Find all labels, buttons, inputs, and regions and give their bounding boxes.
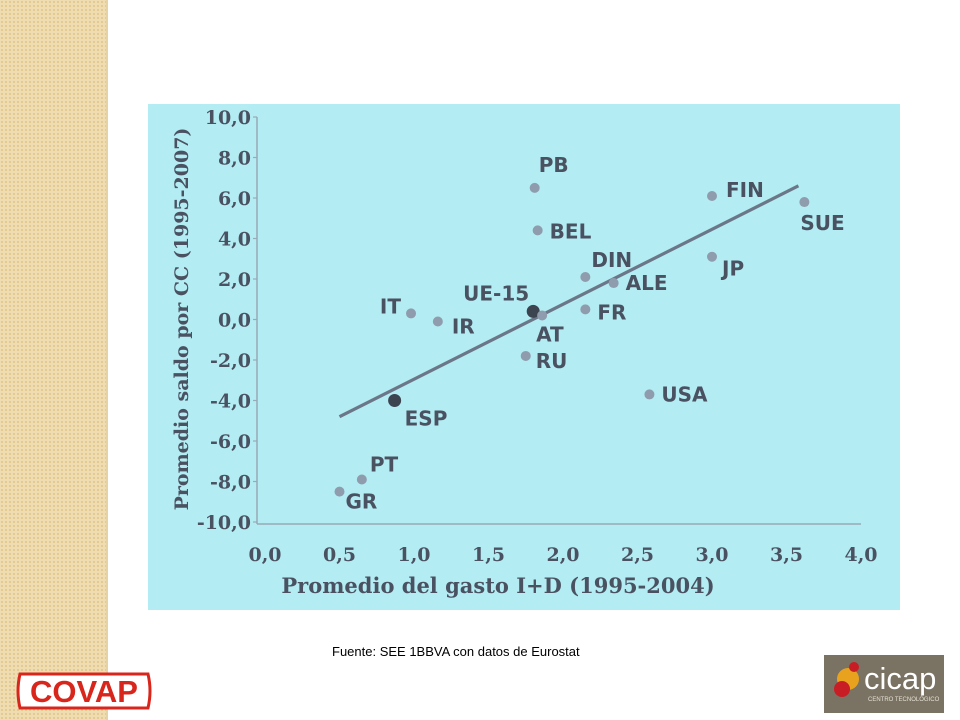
point-label-jp: JP xyxy=(720,257,744,281)
point-label-ale: ALE xyxy=(626,271,668,295)
point-label-usa: USA xyxy=(661,382,708,406)
point-ue-15 xyxy=(526,304,540,318)
y-tick-label: 6,0 xyxy=(218,188,251,210)
chart-axes xyxy=(256,117,861,525)
point-label-ir: IR xyxy=(452,315,475,339)
point-label-at: AT xyxy=(536,322,564,346)
y-tick-label: 8,0 xyxy=(218,148,251,170)
cicap-logo-text: cicap xyxy=(864,661,937,696)
point-label-it: IT xyxy=(380,294,401,318)
cicap-mark-icon xyxy=(834,662,859,697)
point-label-gr: GR xyxy=(346,490,378,514)
side-strip-edge xyxy=(106,0,108,720)
point-ir xyxy=(432,316,443,327)
point-label-pt: PT xyxy=(370,452,399,476)
covap-logo: COVAP xyxy=(16,672,152,710)
x-tick-label: 3,5 xyxy=(770,544,803,566)
y-tick-label: 10,0 xyxy=(205,107,251,129)
y-tick-label: -10,0 xyxy=(197,512,251,534)
point-it xyxy=(406,308,417,319)
point-din xyxy=(580,271,591,282)
point-fin xyxy=(707,190,717,201)
y-tick-label: -8,0 xyxy=(210,472,251,494)
y-tick-label: -2,0 xyxy=(210,350,251,372)
x-tick-label: 2,0 xyxy=(546,544,579,566)
point-ale xyxy=(608,278,619,289)
y-tick-label: 0,0 xyxy=(218,310,251,332)
covap-logo-text: COVAP xyxy=(30,674,138,709)
cicap-logo-subtext: CENTRO TECNOLÓGICO xyxy=(868,697,940,703)
point-label-ru: RU xyxy=(536,349,568,373)
x-tick-label: 1,0 xyxy=(397,544,430,566)
decorative-side-strip xyxy=(0,0,106,720)
x-tick-label: 0,0 xyxy=(248,544,281,566)
point-usa xyxy=(644,389,655,400)
chart-panel: 10,0 8,0 6,0 4,0 2,0 0,0 -2,0 -4,0 -6,0 -8,0 -10,0… xyxy=(148,104,900,610)
point-label-esp: ESP xyxy=(405,407,448,431)
cicap-logo: cicap CENTRO TECNOLÓGICO xyxy=(824,655,944,713)
x-tick-label: 2,5 xyxy=(621,544,654,566)
point-pt xyxy=(356,474,367,485)
scatter-chart: 10,0 8,0 6,0 4,0 2,0 0,0 -2,0 -4,0 -6,0 -8,0 -10,0… xyxy=(171,107,878,598)
trendline xyxy=(338,184,800,419)
point-pb xyxy=(529,182,540,193)
point-label-fin: FIN xyxy=(726,178,764,202)
y-tick-label: -4,0 xyxy=(210,391,251,413)
point-sue xyxy=(799,197,810,208)
point-label-pb: PB xyxy=(539,153,569,177)
point-jp xyxy=(707,251,717,262)
point-label-ue-15: UE-15 xyxy=(463,281,529,305)
x-tick-label: 4,0 xyxy=(844,544,877,566)
point-label-fr: FR xyxy=(597,300,626,324)
y-axis-label: Promedio saldo por CC (1995-2007) xyxy=(171,128,193,511)
point-label-sue: SUE xyxy=(800,211,844,235)
y-tick-label: -6,0 xyxy=(210,431,251,453)
source-note: Fuente: SEE 1BBVA con datos de Eurostat xyxy=(332,644,580,659)
point-gr xyxy=(334,486,345,497)
point-esp xyxy=(388,394,402,407)
point-ru xyxy=(520,350,531,361)
x-tick-label: 1,5 xyxy=(472,544,505,566)
point-fr xyxy=(580,304,591,315)
y-tick-label: 2,0 xyxy=(218,269,251,291)
point-at xyxy=(537,310,548,321)
y-tick-label: 4,0 xyxy=(218,229,251,251)
x-axis-label: Promedio del gasto I+D (1995-2004) xyxy=(281,573,714,598)
trendline-group xyxy=(338,184,800,419)
x-tick-label: 0,5 xyxy=(323,544,356,566)
tick-labels: 10,0 8,0 6,0 4,0 2,0 0,0 -2,0 -4,0 -6,0 -8,0 -10,0… xyxy=(197,107,878,566)
point-label-din: DIN xyxy=(591,248,632,272)
x-tick-label: 3,0 xyxy=(695,544,728,566)
point-label-bel: BEL xyxy=(550,219,592,243)
point-bel xyxy=(532,225,543,236)
